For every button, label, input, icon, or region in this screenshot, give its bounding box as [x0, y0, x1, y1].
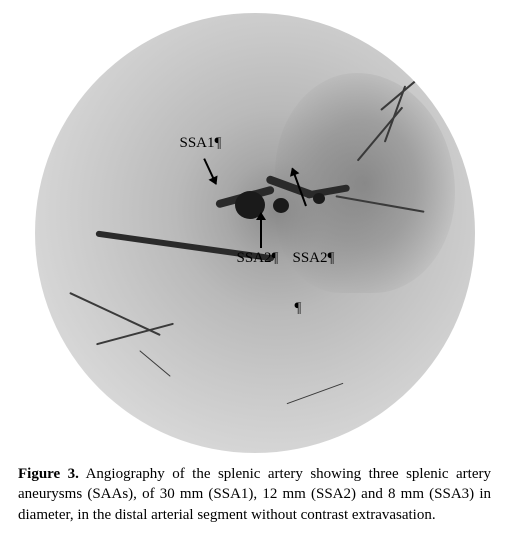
vessel-branch [286, 383, 343, 404]
figure-number: Figure 3. [18, 466, 79, 482]
aneurysm-ssa2 [273, 198, 289, 213]
fluoroscopy-field [35, 13, 475, 453]
figure-caption: Figure 3. Angiography of the splenic art… [8, 458, 501, 525]
label-ssa1: SSA1¶ [180, 135, 222, 152]
angiogram-image: SSA1¶ SSA2¶ SSA2¶ ¶ [15, 8, 495, 458]
vessel-branch [96, 323, 174, 346]
vessel-branch [139, 350, 170, 376]
figure-container: SSA1¶ SSA2¶ SSA2¶ ¶ Figure 3. Angiograph… [0, 0, 509, 533]
arrow-icon [260, 213, 262, 248]
label-pilcrow: ¶ [295, 300, 302, 317]
aneurysm-ssa3 [313, 193, 325, 204]
label-ssa2-right: SSA2¶ [293, 250, 335, 267]
figure-caption-text: Angiography of the splenic artery showin… [18, 466, 491, 523]
label-ssa2-left: SSA2¶ [237, 250, 279, 267]
